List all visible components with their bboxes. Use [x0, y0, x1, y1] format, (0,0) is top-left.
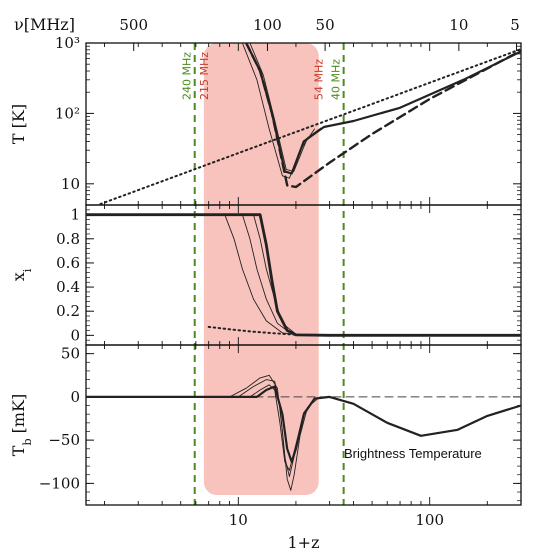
y-axis-label: Tb [mK] — [9, 394, 34, 456]
ionization-series-5 — [207, 325, 331, 337]
y-tick-label: −100 — [39, 474, 80, 492]
brightness-series-5 — [249, 384, 315, 471]
y-axis-label: xi — [9, 268, 34, 281]
y-tick-label: −50 — [48, 431, 80, 449]
x-tick-label: 10 — [229, 511, 248, 529]
brightness-series-4 — [237, 379, 315, 477]
y-axis-label-subscript: i — [21, 268, 34, 272]
y-axis-label-subscript: b — [21, 438, 34, 445]
top-tick-label: 500 — [119, 16, 148, 34]
y-axis-label-unit: [mK] — [9, 394, 28, 439]
y-tick-label: 10 — [61, 175, 80, 193]
y-tick-label: 0.2 — [56, 302, 80, 320]
x-axis-label: 1+z — [287, 533, 319, 552]
top-tick-label: 50 — [316, 16, 335, 34]
top-tick-label: 100 — [253, 16, 282, 34]
temperature-series-4 — [241, 43, 315, 179]
ionization-series-3 — [241, 214, 312, 336]
y-tick-label: 1 — [70, 206, 80, 224]
reference-line-label: 54 MHz — [313, 59, 326, 100]
data-layer — [86, 43, 521, 491]
y-tick-label: 10³ — [55, 34, 80, 52]
x-tick-label: 100 — [415, 511, 444, 529]
y-tick-label: 0 — [70, 388, 80, 406]
temperature-series-3 — [245, 43, 521, 175]
y-axis-label: T [K] — [9, 104, 28, 144]
panel-annotation: Brightness Temperature — [344, 446, 482, 461]
reference-line-label: 40 MHz — [330, 59, 343, 100]
temperature-series-5 — [249, 43, 322, 172]
y-tick-label: 0.4 — [56, 278, 80, 296]
y-tick-label: 0 — [70, 326, 80, 344]
top-tick-label: 10 — [449, 16, 468, 34]
y-tick-label: 0.8 — [56, 230, 80, 248]
panel-frame — [85, 344, 522, 506]
top-axis-label: ν[MHz] — [14, 15, 75, 34]
temperature-series-1 — [94, 48, 521, 205]
ionization-series-4 — [253, 214, 315, 336]
reference-line-label: 215 MHz — [198, 52, 211, 100]
top-tick-label: 5 — [510, 16, 520, 34]
y-tick-label: 50 — [61, 345, 80, 363]
reference-line-label: 240 MHz — [181, 52, 194, 100]
y-tick-label: 10² — [55, 104, 80, 122]
y-tick-label: 0.6 — [56, 254, 80, 272]
axes-layer — [85, 42, 522, 506]
